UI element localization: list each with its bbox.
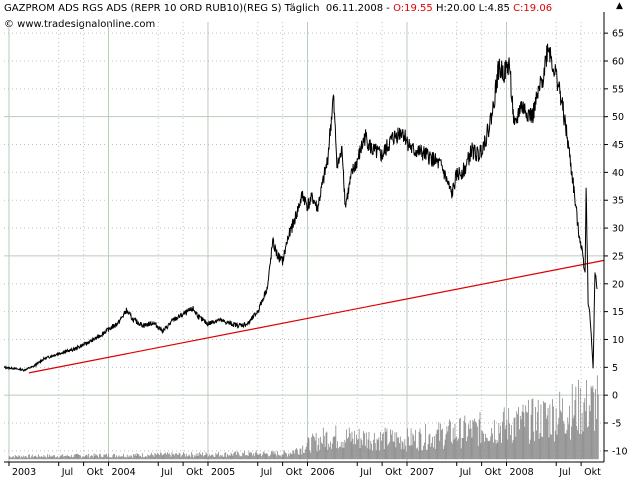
x-tick-label: 2006 — [310, 467, 334, 478]
x-tick-label: 2004 — [111, 467, 135, 478]
price-line — [3, 43, 598, 372]
y-tick-label: 65 — [612, 29, 624, 40]
y-tick-label: 25 — [612, 251, 624, 262]
y-tick-label: -10 — [612, 446, 628, 457]
header-close: C:19.06 — [513, 3, 553, 14]
x-axis: 2003 Jul Okt 2004 Jul Okt 2005 Jul Okt 2006 Jul Okt… — [8, 462, 601, 478]
y-tick-label: 0 — [612, 391, 618, 402]
x-tick-label: Okt — [385, 467, 402, 478]
x-tick-label: Okt — [186, 467, 203, 478]
y-tick-label: 45 — [612, 140, 624, 151]
y-tick-label: 55 — [612, 84, 624, 95]
y-tick-label: 35 — [612, 196, 624, 207]
y-tick-label: 5 — [612, 363, 618, 374]
scroll-up-icon[interactable]: ▲ — [616, 1, 623, 11]
x-tick-label: Okt — [485, 467, 502, 478]
grid-lines — [4, 22, 604, 462]
x-tick-label: Jul — [160, 467, 172, 478]
copyright-notice: © www.tradesignalonline.com — [4, 19, 156, 30]
header-open: O:19.55 — [393, 3, 433, 14]
price-series — [3, 43, 598, 372]
y-tick-label: 40 — [612, 168, 624, 179]
y-tick-label: 15 — [612, 307, 624, 318]
header-symbol: GAZPROM ADS RGS ADS (REPR 10 ORD RUB10)(… — [4, 3, 320, 14]
x-tick-label: 2007 — [410, 467, 434, 478]
x-tick-label: Okt — [286, 467, 303, 478]
x-tick-label: Jul — [558, 467, 570, 478]
y-tick-label: 30 — [612, 224, 624, 235]
x-tick-label: Okt — [584, 467, 601, 478]
x-tick-label: Okt — [87, 467, 104, 478]
trendline — [28, 259, 605, 374]
y-tick-label: -5 — [612, 419, 621, 430]
y-tick-label: 60 — [612, 56, 624, 67]
x-tick-label: Jul — [359, 467, 371, 478]
x-tick-label: 2005 — [211, 467, 235, 478]
y-tick-label: 10 — [612, 335, 624, 346]
header-high: H:20.00 — [435, 3, 476, 14]
header-date: 06.11.2008 — [325, 3, 384, 14]
y-tick-label: 20 — [612, 279, 624, 290]
x-tick-label: Jul — [260, 467, 272, 478]
trendline-segment — [28, 259, 605, 374]
x-tick-label: 2003 — [12, 467, 36, 478]
chart-header: GAZPROM ADS RGS ADS (REPR 10 ORD RUB10)(… — [4, 3, 553, 14]
x-tick-label: Jul — [459, 467, 471, 478]
plot-frame — [4, 12, 605, 463]
y-tick-label: 50 — [612, 112, 624, 123]
header-low: L:4.85 — [478, 3, 510, 14]
x-tick-label: 2008 — [509, 467, 533, 478]
x-tick-label: Jul — [61, 467, 73, 478]
volume-bars — [8, 375, 599, 460]
